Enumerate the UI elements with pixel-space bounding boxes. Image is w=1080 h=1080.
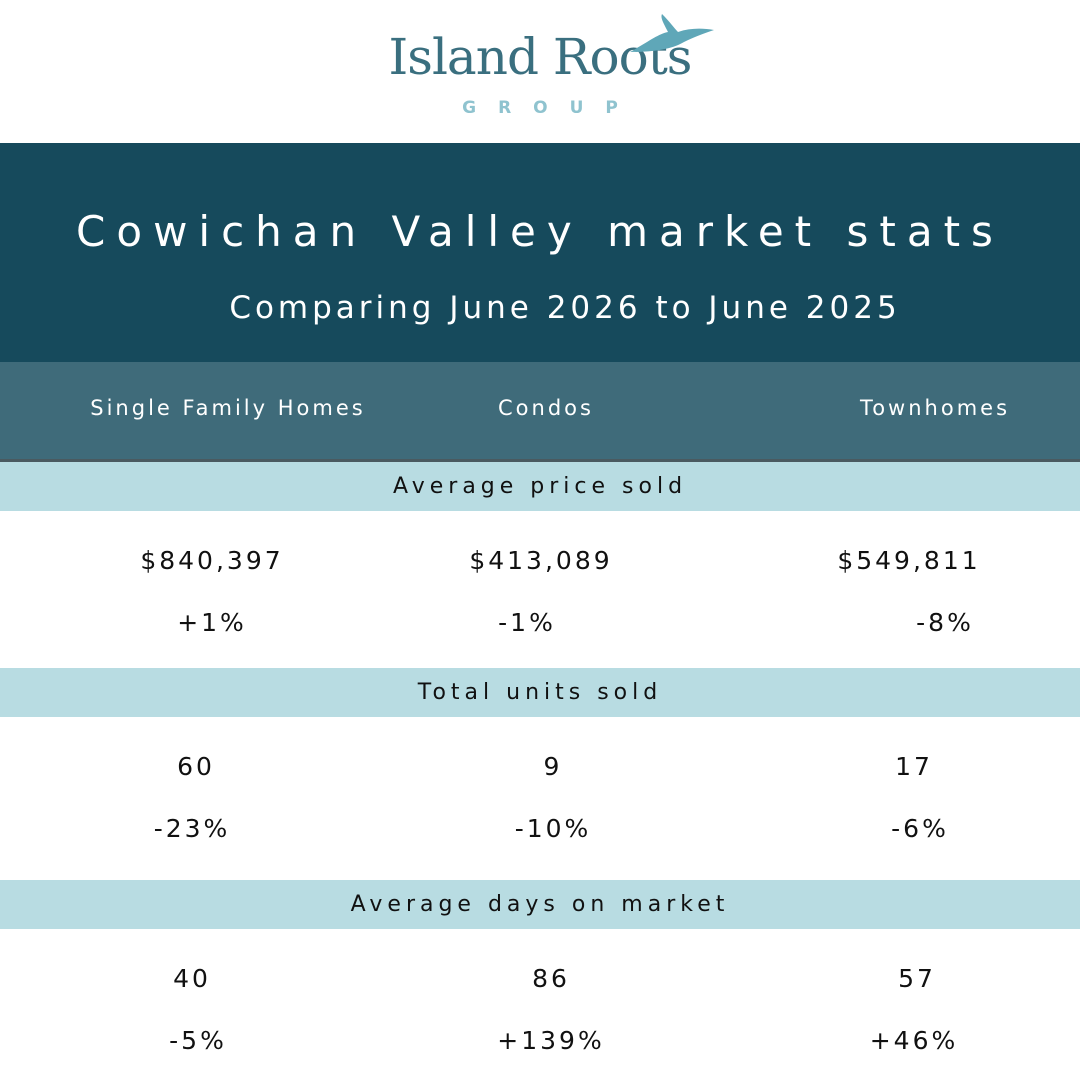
logo-bird — [630, 14, 714, 52]
stat-value: 86 — [532, 964, 570, 993]
stat-change: +46% — [869, 1026, 959, 1055]
stat-change: -10% — [514, 814, 592, 843]
column-band — [0, 362, 1080, 462]
stat-value: $549,811 — [837, 546, 981, 575]
column-header: Single Family Homes — [90, 396, 366, 420]
logo-tagline: GROUP — [462, 98, 640, 118]
stat-value: 57 — [898, 964, 936, 993]
logo-name: Island Roots — [388, 28, 693, 86]
stat-change: -23% — [153, 814, 231, 843]
title: Cowichan Valley market stats — [76, 207, 1004, 256]
header-band — [0, 143, 1080, 362]
stat-change: -8% — [916, 608, 974, 637]
stat-value: 9 — [543, 752, 563, 781]
stat-value: 40 — [173, 964, 211, 993]
stat-value: 17 — [895, 752, 933, 781]
stat-value: $413,089 — [469, 546, 613, 575]
stat-value: 60 — [177, 752, 215, 781]
stat-change: -6% — [891, 814, 949, 843]
column-header: Townhomes — [859, 396, 1011, 420]
stat-change: +1% — [177, 608, 247, 637]
section-label: Total units sold — [417, 680, 663, 705]
section-band — [0, 668, 1080, 717]
stat-change: +139% — [497, 1026, 605, 1055]
stat-change: -5% — [169, 1026, 227, 1055]
section-label: Average days on market — [350, 892, 730, 917]
subtitle: Comparing June 2026 to June 2025 — [229, 290, 901, 326]
stat-change: -1% — [498, 608, 556, 637]
column-header: Condos — [498, 396, 594, 420]
stat-value: $840,397 — [140, 546, 284, 575]
section-band — [0, 462, 1080, 511]
section-band — [0, 880, 1080, 929]
section-label: Average price sold — [392, 474, 688, 499]
